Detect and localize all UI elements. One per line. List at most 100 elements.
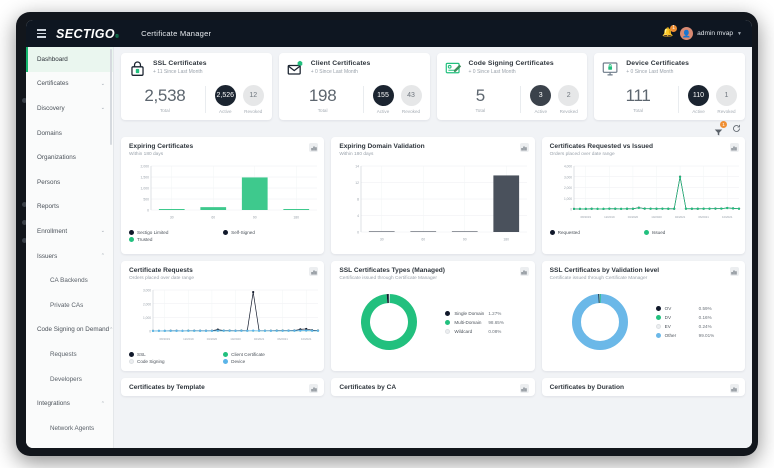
sidebar-scrollbar[interactable] <box>110 49 112 145</box>
widget-certificates-by-ca: Certificates by CA <box>331 378 535 396</box>
legend-item[interactable]: OV 0.59% <box>655 306 715 311</box>
refresh-icon[interactable] <box>732 120 741 138</box>
chevron-up-icon: ⌃ <box>100 253 105 260</box>
legend-item[interactable]: Code Signing <box>129 359 223 364</box>
sidebar-item-integrations[interactable]: Integrations ⌃ <box>26 391 113 416</box>
widget-subtitle: Within 180 days <box>129 152 164 157</box>
legend-item[interactable]: Requested <box>549 230 644 235</box>
page-title: Certificate Manager <box>141 29 212 38</box>
sidebar-item-label: Integrations <box>37 400 70 408</box>
sidebar-item-enrollment[interactable]: Enrollment ⌄ <box>26 219 113 244</box>
legend-color-dot <box>445 328 451 334</box>
chart-legend: Requested Issued <box>549 230 738 237</box>
stat-title: Device Certificates <box>626 60 689 67</box>
svg-text:2,000: 2,000 <box>564 186 572 190</box>
stat-revoked-value: 2 <box>558 85 580 106</box>
sidebar-item-private-cas[interactable]: Private CAs <box>26 293 113 318</box>
widget-menu-icon[interactable] <box>519 143 529 152</box>
sidebar-item-issuers[interactable]: Issuers ⌃ <box>26 244 113 269</box>
sidebar-item-discovery[interactable]: Discovery ⌄ <box>26 96 113 121</box>
stat-card-device-certificates[interactable]: Device Certificates + 0 Since Last Month 1… <box>594 53 745 120</box>
stat-total: 111 Total <box>602 86 679 113</box>
sidebar-item-organizations[interactable]: Organizations <box>26 145 113 170</box>
svg-text:10/2020: 10/2020 <box>230 337 241 341</box>
stat-body: 111 Total 110 Active 1 Revoked <box>602 85 737 114</box>
funnel-icon[interactable]: 1 <box>714 121 727 136</box>
legend-item[interactable]: Self-Signed <box>223 230 317 235</box>
legend-item[interactable]: SSL <box>129 352 223 357</box>
sidebar-item-code-signing-on-demand[interactable]: Code Signing on Demand ⌃ <box>26 318 113 343</box>
legend-item[interactable]: Trusted <box>129 237 223 242</box>
legend-label: Other <box>664 333 677 338</box>
sidebar-item-reports[interactable]: Reports <box>26 195 113 220</box>
legend-value: 99.01% <box>698 333 715 338</box>
notifications-bell-icon[interactable]: 🔔 1 <box>662 25 678 39</box>
svg-text:10/2021: 10/2021 <box>722 215 733 219</box>
svg-text:02/2021: 02/2021 <box>254 337 265 341</box>
sidebar-nav: Dashboard Certificates ⌄ Discovery ⌄ Domains O… <box>26 47 113 441</box>
widget-menu-icon[interactable] <box>729 267 739 276</box>
donut-chart-svg <box>361 294 418 350</box>
sidebar-item-domains[interactable]: Domains <box>26 121 113 146</box>
stat-total: 198 Total <box>287 86 364 113</box>
legend-item[interactable]: Device <box>223 359 317 364</box>
widget-menu-icon[interactable] <box>729 384 739 393</box>
chart-legend: OV 0.59% DV 0.16% EV 0.24% Other 99.01% <box>655 306 715 338</box>
stat-card-code-signing-certificates[interactable]: Code Signing Certificates + 0 Since Last … <box>436 53 588 120</box>
legend-item[interactable]: Other 99.01% <box>655 333 715 338</box>
legend-item[interactable]: Client Certificate <box>223 352 317 357</box>
legend-item[interactable]: Sectigo Limited <box>129 230 223 235</box>
legend-color-dot <box>223 359 229 364</box>
stat-body: 5 Total 3 Active 2 Revoked <box>445 85 580 114</box>
legend-value: 98.65% <box>488 319 504 325</box>
legend-item[interactable]: DV 0.16% <box>655 315 715 320</box>
legend-item[interactable]: Single Domain 1.27% <box>445 310 504 316</box>
sidebar-item-ca-backends[interactable]: CA Backends <box>26 268 113 293</box>
stat-active-value: 110 <box>688 85 709 106</box>
legend-item[interactable]: Multi-Domain 98.65% <box>445 319 504 325</box>
svg-text:1,000: 1,000 <box>141 187 150 191</box>
legend-label: Multi-Domain <box>454 319 482 325</box>
sidebar-item-network-agents[interactable]: Network Agents <box>26 416 113 441</box>
stat-total-value: 5 <box>475 86 485 105</box>
notification-badge: 1 <box>670 25 678 32</box>
sidebar-item-developers[interactable]: Developers <box>26 367 113 392</box>
widget-toolbar: 1 <box>121 120 745 137</box>
widget-menu-icon[interactable] <box>519 267 529 276</box>
legend-label: Single Domain <box>454 310 485 316</box>
envelope-icon <box>287 60 304 77</box>
widget-certificate-requests: Certificate Requests Orders placed over … <box>121 261 325 371</box>
donut-chart-svg <box>571 294 628 350</box>
stat-card-ssl-certificates[interactable]: SSL Certificates + 11 Since Last Month 2,5… <box>121 53 272 120</box>
sidebar[interactable]: Dashboard Certificates ⌄ Discovery ⌄ Domains O… <box>26 47 114 448</box>
legend-item[interactable]: Issued <box>643 230 738 235</box>
stat-revoked-label: Revoked <box>401 109 421 114</box>
stat-subtitle: + 0 Since Last Month <box>310 69 358 75</box>
legend-label: OV <box>664 306 672 311</box>
legend-label: Trusted <box>137 237 153 242</box>
stat-title: SSL Certificates <box>153 60 207 67</box>
sidebar-item-label: Private CAs <box>50 301 84 309</box>
sidebar-item-certificates[interactable]: Certificates ⌄ <box>26 72 113 97</box>
sidebar-item-requests[interactable]: Requests <box>26 342 113 367</box>
widget-menu-icon[interactable] <box>519 384 529 393</box>
widget-menu-icon[interactable] <box>729 143 739 152</box>
legend-color-dot <box>643 230 649 235</box>
widget-menu-icon[interactable] <box>309 384 319 393</box>
widget-menu-icon[interactable] <box>309 267 319 276</box>
brand-text: SECTIGO <box>56 26 116 41</box>
legend-item[interactable]: EV 0.24% <box>655 324 715 329</box>
menu-toggle-icon[interactable] <box>37 29 46 38</box>
user-menu[interactable]: 👤 admin mvap ▼ <box>680 27 742 40</box>
stat-total: 5 Total <box>445 86 522 113</box>
svg-text:02/2021: 02/2021 <box>675 215 686 219</box>
sidebar-item-persons[interactable]: Persons <box>26 170 113 195</box>
widget-expiring-domain-validation: Expiring Domain Validation Within 180 da… <box>331 137 535 254</box>
sidebar-item-dashboard[interactable]: Dashboard <box>26 47 113 72</box>
widget-menu-icon[interactable] <box>309 143 319 152</box>
svg-text:2,000: 2,000 <box>141 165 150 169</box>
stat-card-client-certificates[interactable]: Client Certificates + 0 Since Last Month 1… <box>278 53 430 120</box>
sidebar-item-label: Organizations <box>37 154 76 162</box>
legend-item[interactable]: Wildcard 0.08% <box>445 328 504 334</box>
svg-text:90: 90 <box>253 216 257 220</box>
